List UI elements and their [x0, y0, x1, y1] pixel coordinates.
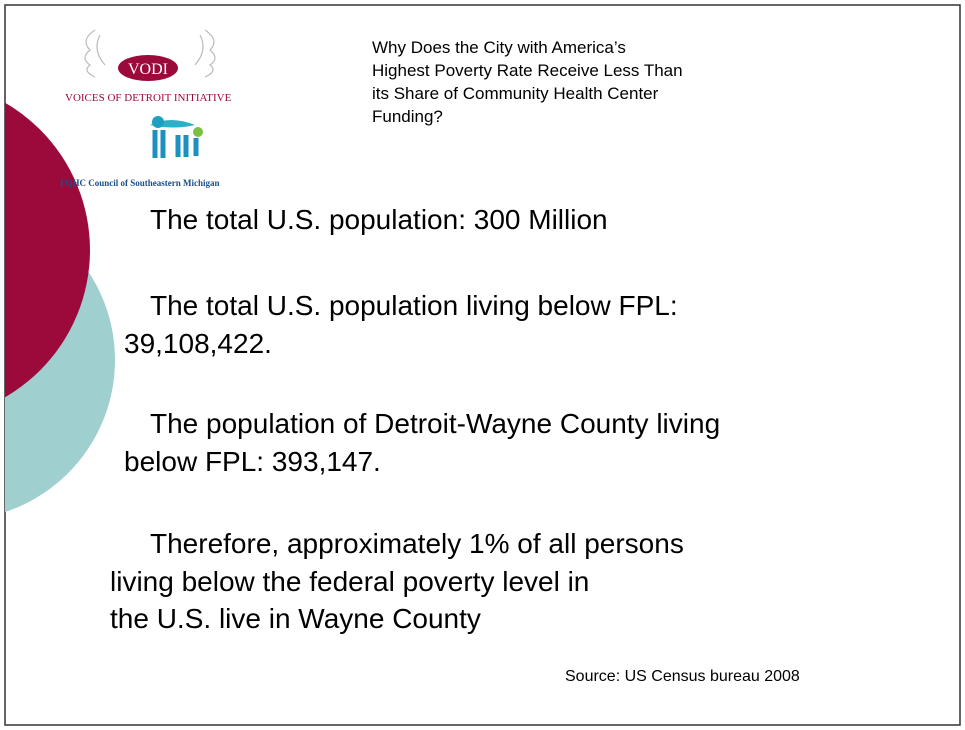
body-line: The population of Detroit-Wayne County l… [150, 408, 721, 439]
body-line: living below the federal poverty level i… [110, 566, 590, 597]
face-left [84, 29, 106, 78]
council-name: FQHC Council of Southeastern Michigan [60, 178, 220, 188]
source: Source: US Census bureau 2008 [565, 668, 800, 685]
vodi-text: VODI [128, 61, 168, 78]
vodi-name: VOICES OF DETROIT INITIATIVE [65, 92, 232, 104]
body-line: 39,108,422. [124, 328, 272, 359]
icon-head-green [193, 127, 203, 137]
body-line: The total U.S. population living below F… [150, 290, 678, 321]
vodi-badge [118, 55, 178, 81]
body-line: below FPL: 393,147. [124, 446, 381, 477]
title-line: its Share of Community Health Center [372, 84, 659, 103]
body-line: the U.S. live in Wayne County [110, 603, 481, 634]
red-circle [5, 102, 90, 398]
title-line: Why Does the City with America’s [372, 38, 626, 57]
icon-figures [152, 130, 199, 158]
title-line: Funding? [372, 107, 443, 126]
title-line: Highest Poverty Rate Receive Less Than [372, 61, 683, 80]
body-line: Therefore, approximately 1% of all perso… [150, 528, 684, 559]
icon-head [152, 116, 164, 128]
body-line: The total U.S. population: 300 Million [150, 204, 608, 235]
face-right [194, 29, 216, 78]
